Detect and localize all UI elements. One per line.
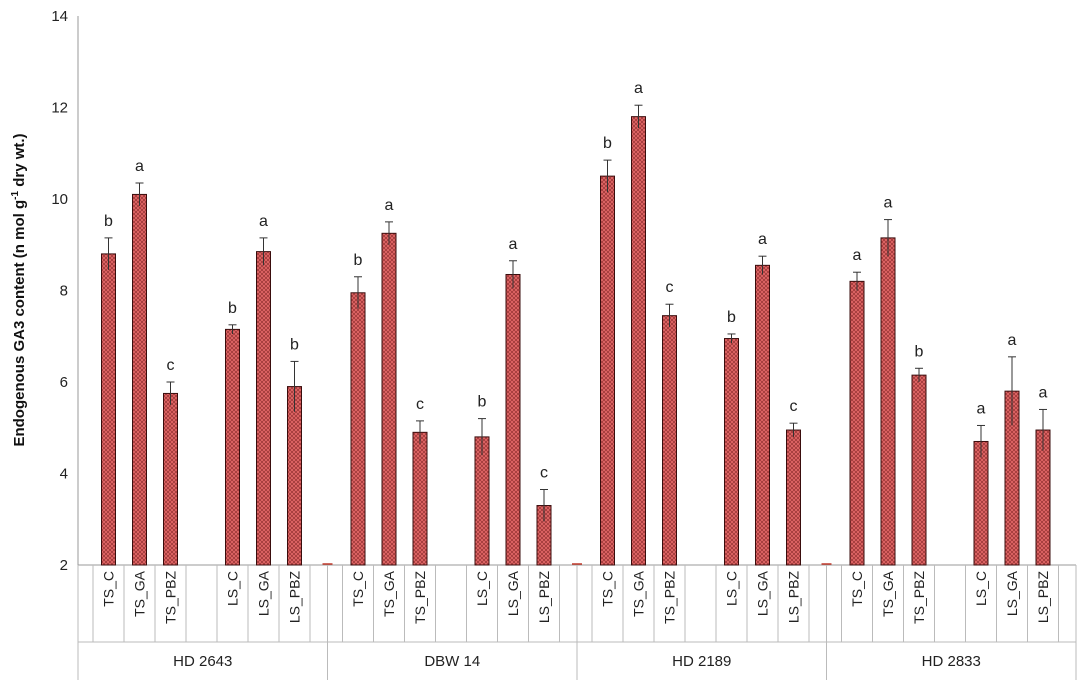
significance-label: a [259, 213, 268, 230]
significance-label: b [354, 252, 363, 269]
y-axis-label-tail: dry wt.) [11, 133, 28, 191]
significance-label: a [977, 400, 986, 417]
bar [287, 386, 302, 566]
bar [973, 440, 989, 566]
x-category-label: TS_GA [631, 570, 647, 617]
bar [505, 273, 521, 566]
bar [880, 237, 896, 566]
group-label: HD 2643 [173, 653, 232, 670]
significance-label: c [167, 357, 175, 374]
bar [724, 338, 739, 566]
significance-label: b [915, 343, 924, 360]
bar [600, 175, 615, 566]
x-category-label: LS_C [474, 571, 490, 606]
x-category-label: TS_GA [132, 570, 148, 617]
y-tick-label: 14 [51, 8, 68, 25]
bar [101, 253, 116, 566]
bar [911, 374, 927, 566]
y-axis-label-superscript: -1 [10, 191, 21, 200]
x-category-label: TS_PBZ [911, 571, 927, 624]
x-category-label: LS_C [973, 571, 989, 606]
significance-label: b [727, 309, 736, 326]
x-category-label: TS_C [849, 571, 865, 607]
x-category-label: LS_C [225, 571, 241, 606]
x-category-label: LS_GA [505, 570, 521, 616]
group-label: HD 2189 [672, 653, 731, 670]
bar [849, 280, 865, 566]
x-category-label: LS_GA [256, 570, 272, 616]
y-tick-label: 2 [60, 557, 68, 574]
x-category-label: LS_C [724, 571, 740, 606]
y-axis-label-main: Endogenous GA3 content (n mol g [11, 200, 28, 447]
x-category-label: TS_PBZ [412, 571, 428, 624]
bar [662, 315, 677, 566]
x-category-label: TS_PBZ [163, 571, 179, 624]
x-category-label: LS_GA [755, 570, 771, 616]
significance-label: c [790, 398, 798, 415]
x-category-label: TS_PBZ [662, 571, 678, 624]
significance-label: c [416, 396, 424, 413]
significance-label: a [135, 158, 144, 175]
significance-label: a [1008, 332, 1017, 349]
bar [786, 429, 801, 566]
significance-label: a [758, 231, 767, 248]
group-labels: HD 2643 DBW 14 HD 2189 HD 2833 [77, 563, 1077, 680]
significance-label: c [540, 465, 548, 482]
significance-label: a [385, 197, 394, 214]
significance-label: b [603, 135, 612, 152]
significance-label: b [290, 336, 299, 353]
group-label: HD 2833 [922, 653, 981, 670]
x-category-labels: TS_C TS_GA TS_PBZ LS_C LS_GA LS_PBZ TS_C TS_GA T… [92, 565, 1059, 642]
x-category-label: TS_C [101, 571, 117, 607]
x-category-label: LS_PBZ [786, 571, 802, 624]
x-category-label: LS_GA [1004, 570, 1020, 616]
bar [163, 392, 178, 566]
svg-text:Endogenous GA3 content (n mol: Endogenous GA3 content (n mol g-1 dry wt… [10, 133, 28, 446]
bar [631, 116, 646, 566]
x-category-label: LS_PBZ [536, 571, 552, 624]
bar [350, 292, 366, 566]
y-axis-ticks: 2 4 6 8 10 12 14 [51, 8, 68, 574]
y-tick-label: 12 [51, 100, 68, 117]
y-tick-label: 6 [60, 374, 68, 391]
significance-label: a [509, 236, 518, 253]
bar [755, 264, 770, 566]
x-category-label: TS_C [600, 571, 616, 607]
significance-label: a [634, 80, 643, 97]
bar [474, 436, 490, 566]
y-tick-label: 4 [60, 466, 68, 483]
y-tick-label: 10 [51, 191, 68, 208]
bar [256, 251, 271, 566]
y-tick-label: 8 [60, 283, 68, 300]
y-axis-label: Endogenous GA3 content (n mol g-1 dry wt… [10, 133, 28, 446]
bar [225, 328, 240, 566]
significance-label: b [104, 213, 113, 230]
significance-label: b [228, 300, 237, 317]
bar [412, 431, 428, 566]
x-category-label: TS_GA [381, 570, 397, 617]
significance-label: a [884, 195, 893, 212]
x-category-label: LS_PBZ [287, 571, 303, 624]
x-category-label: TS_C [350, 571, 366, 607]
significance-label: c [666, 279, 674, 296]
group-label: DBW 14 [424, 653, 480, 670]
bars: b a c b a b b a c b a c b a c b a c a a b a a a [101, 80, 1051, 566]
bar [132, 193, 147, 566]
significance-label: a [1039, 384, 1048, 401]
bar [381, 232, 397, 566]
significance-label: b [478, 394, 487, 411]
x-category-label: LS_PBZ [1035, 571, 1051, 624]
x-category-label: TS_GA [880, 570, 896, 617]
significance-label: a [853, 247, 862, 264]
